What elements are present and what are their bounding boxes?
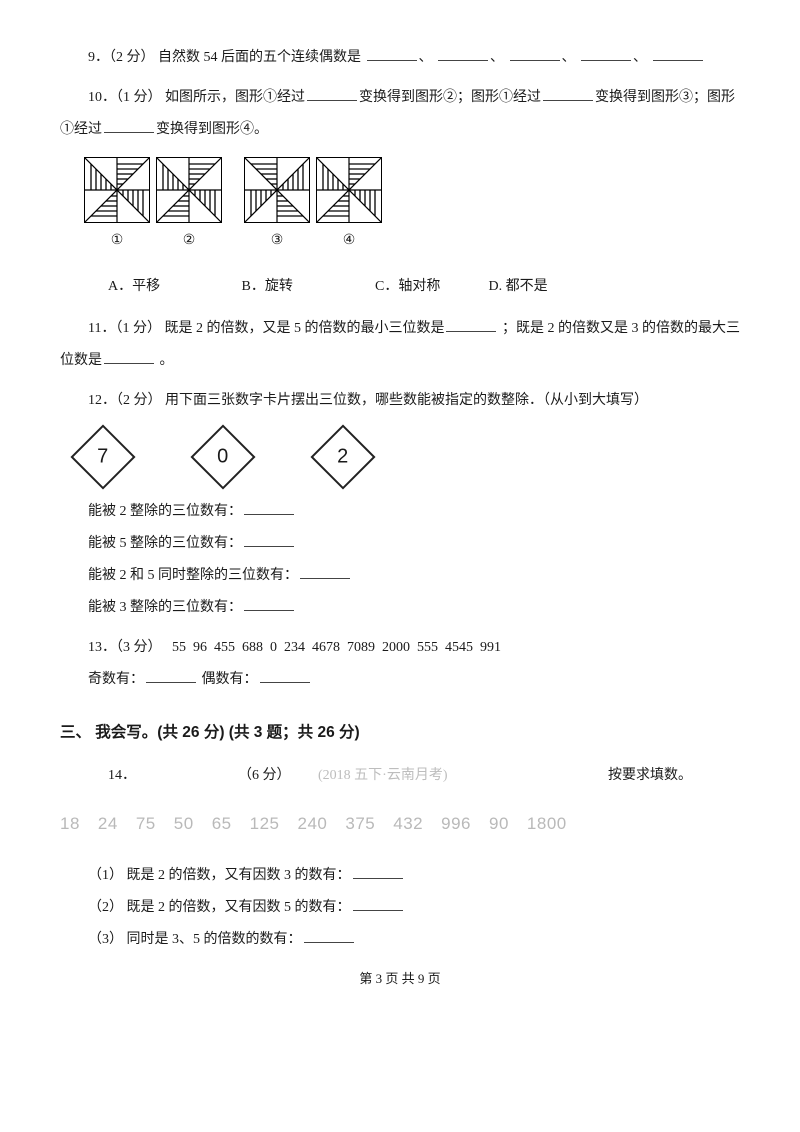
q9-blank2[interactable]	[438, 46, 488, 61]
q14-num: 14．	[108, 768, 136, 783]
q14-blank3[interactable]	[304, 928, 354, 943]
q9-blank1[interactable]	[367, 46, 417, 61]
pinwheel-icon	[316, 157, 382, 223]
pinwheel-icon	[156, 157, 222, 223]
q9-num: 9．	[88, 50, 109, 65]
page: 9．（2 分） 自然数 54 后面的五个连续偶数是 、 、 、 、 10．（1 …	[0, 0, 800, 1014]
q10-blank2[interactable]	[543, 86, 593, 101]
q9: 9．（2 分） 自然数 54 后面的五个连续偶数是 、 、 、 、	[60, 42, 740, 74]
q9-points: （2 分）	[109, 50, 155, 65]
q9-blank3[interactable]	[510, 46, 560, 61]
opt-C[interactable]: C．轴对称	[375, 271, 485, 303]
card-7: 7	[70, 424, 135, 489]
q10-fig4: ④	[316, 157, 382, 257]
q10-num: 10．	[88, 90, 116, 105]
card-0: 0	[190, 424, 255, 489]
q12-blank2[interactable]	[244, 532, 294, 547]
q10-fig1: ①	[84, 157, 150, 257]
q12: 12．（2 分） 用下面三张数字卡片摆出三位数，哪些数能被指定的数整除．（从小到…	[60, 385, 740, 624]
pinwheel-icon	[84, 157, 150, 223]
q12-num: 12．	[88, 393, 116, 408]
q13-blank-odd[interactable]	[146, 668, 196, 683]
q11-blank2[interactable]	[104, 349, 154, 364]
q9-blank5[interactable]	[653, 46, 703, 61]
card-2: 2	[310, 424, 375, 489]
opt-A[interactable]: A．平移	[108, 271, 238, 303]
q14: 14． （6 分） (2018 五下·云南月考) 按要求填数。 18247550…	[60, 760, 740, 956]
q12-cards: 7 0 2	[80, 434, 740, 480]
q12-blank1[interactable]	[244, 500, 294, 515]
q13: 13．（3 分） 55 96 455 688 0 234 4678 7089 2…	[60, 632, 740, 696]
section-3-heading: 三、 我会写。(共 26 分) (共 3 题；共 26 分)	[60, 715, 740, 751]
q11-num: 11．	[88, 321, 115, 336]
q11-points: （1 分）	[115, 321, 161, 336]
q10-blank3[interactable]	[104, 118, 154, 133]
opt-B[interactable]: B．旋转	[242, 271, 372, 303]
q14-blank2[interactable]	[353, 896, 403, 911]
q9-text: 自然数 54 后面的五个连续偶数是	[155, 50, 362, 65]
q14-blank1[interactable]	[353, 864, 403, 879]
q11: 11．（1 分） 既是 2 的倍数，又是 5 的倍数的最小三位数是 ；既是 2 …	[60, 313, 740, 377]
page-footer: 第 3 页 共 9 页	[60, 964, 740, 994]
q10-points: （1 分）	[116, 90, 162, 105]
q14-points: （6 分）	[238, 768, 291, 783]
q14-numberlist: 1824755065125240375432996901800	[60, 804, 740, 843]
q12-blank3[interactable]	[300, 564, 350, 579]
q12-points: （2 分）	[116, 393, 162, 408]
pinwheel-icon	[244, 157, 310, 223]
q12-blank4[interactable]	[244, 596, 294, 611]
q11-blank1[interactable]	[446, 317, 496, 332]
q10-blank1[interactable]	[307, 86, 357, 101]
q10: 10．（1 分） 如图所示，图形①经过变换得到图形②；图形①经过变换得到图形③；…	[60, 82, 740, 303]
q10-fig3: ③	[244, 157, 310, 257]
q10-figures: ①	[84, 157, 740, 257]
q10-options: A．平移 B．旋转 C．轴对称 D. 都不是	[108, 271, 740, 303]
q14-source: (2018 五下·云南月考)	[318, 760, 608, 792]
q9-blank4[interactable]	[581, 46, 631, 61]
opt-D[interactable]: D. 都不是	[489, 271, 609, 303]
q13-num: 13．	[88, 640, 116, 655]
q13-blank-even[interactable]	[260, 668, 310, 683]
q13-points: （3 分）	[116, 640, 162, 655]
q10-fig2: ②	[156, 157, 222, 257]
